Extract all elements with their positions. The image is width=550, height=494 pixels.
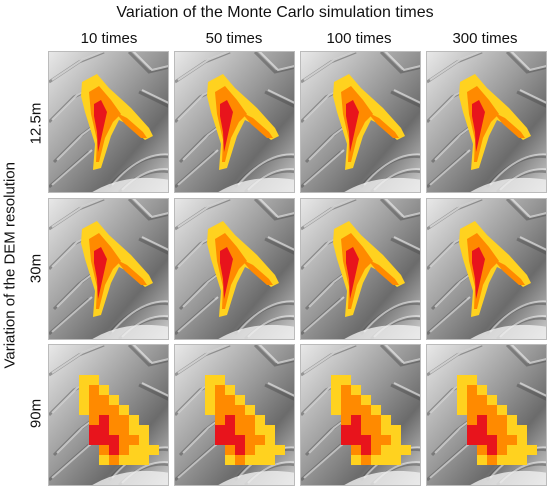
column-label-10: 10 times <box>80 30 138 47</box>
hillshade-map <box>49 199 168 339</box>
hillshade-map <box>175 345 294 485</box>
hillshade-map <box>427 345 546 485</box>
map-panel-12-5m-50-times <box>174 51 295 193</box>
row-label-30m: 30m <box>27 253 45 284</box>
map-panel-30m-100-times <box>300 198 421 340</box>
map-panel-90m-10-times <box>48 344 169 486</box>
map-panel-12-5m-100-times <box>300 51 421 193</box>
hillshade-map <box>175 52 294 192</box>
hillshade-map <box>301 345 420 485</box>
map-panel-90m-300-times <box>426 344 547 486</box>
figure-title: Variation of the Monte Carlo simulation … <box>116 4 434 21</box>
map-panel-30m-10-times <box>48 198 169 340</box>
map-panel-12-5m-300-times <box>426 51 547 193</box>
column-label-100: 100 times <box>326 30 392 47</box>
hillshade-map <box>175 199 294 339</box>
map-panel-30m-300-times <box>426 198 547 340</box>
column-label-300: 300 times <box>452 30 518 47</box>
map-panel-90m-100-times <box>300 344 421 486</box>
hillshade-map <box>49 52 168 192</box>
column-label-50: 50 times <box>205 30 263 47</box>
map-panel-12-5m-10-times <box>48 51 169 193</box>
y-axis-title: Variation of the DEM resolution <box>1 162 19 369</box>
row-label-90m: 90m <box>27 398 45 429</box>
hillshade-map <box>49 345 168 485</box>
map-panel-90m-50-times <box>174 344 295 486</box>
hillshade-map <box>301 199 420 339</box>
hillshade-map <box>301 52 420 192</box>
map-panel-30m-50-times <box>174 198 295 340</box>
hillshade-map <box>427 199 546 339</box>
hillshade-map <box>427 52 546 192</box>
row-label-12-5m: 12.5m <box>27 102 45 145</box>
